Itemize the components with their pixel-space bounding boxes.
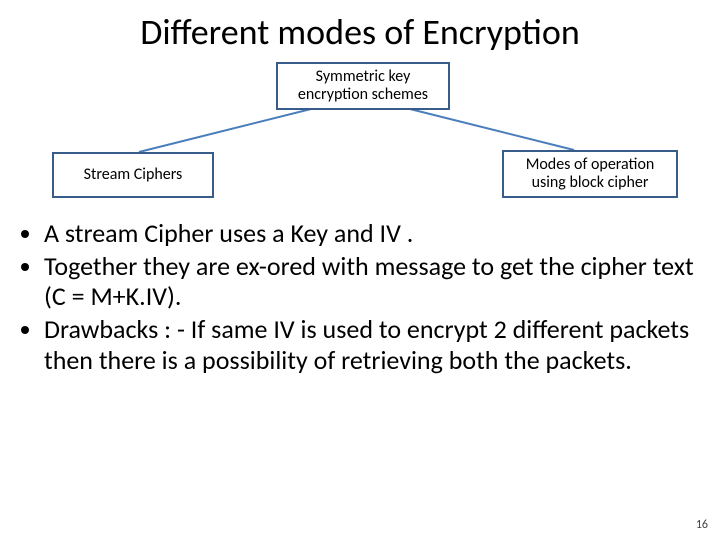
node-right: Modes of operation using block cipher bbox=[502, 150, 678, 198]
edge-root-right bbox=[398, 106, 574, 150]
page-number: 16 bbox=[696, 518, 708, 532]
slide-title: Different modes of Encryption bbox=[0, 10, 720, 54]
bullet-list: A stream Cipher uses a Key and IV . Toge… bbox=[22, 218, 698, 377]
bullet-item: A stream Cipher uses a Key and IV . bbox=[44, 218, 698, 249]
slide: Different modes of Encryption Symmetric … bbox=[0, 0, 720, 540]
node-root-line1: Symmetric key bbox=[316, 68, 411, 86]
bullet-item: Together they are ex-ored with message t… bbox=[44, 251, 698, 312]
edge-root-left bbox=[139, 106, 323, 152]
node-left-line1: Stream Ciphers bbox=[84, 166, 183, 184]
node-root: Symmetric key encryption schemes bbox=[276, 62, 450, 110]
bullet-item: Drawbacks : - If same IV is used to encr… bbox=[44, 314, 698, 375]
node-right-line1: Modes of operation bbox=[526, 156, 655, 174]
node-left: Stream Ciphers bbox=[52, 152, 214, 198]
node-root-line2: encryption schemes bbox=[298, 86, 428, 104]
node-right-line2: using block cipher bbox=[532, 174, 649, 192]
